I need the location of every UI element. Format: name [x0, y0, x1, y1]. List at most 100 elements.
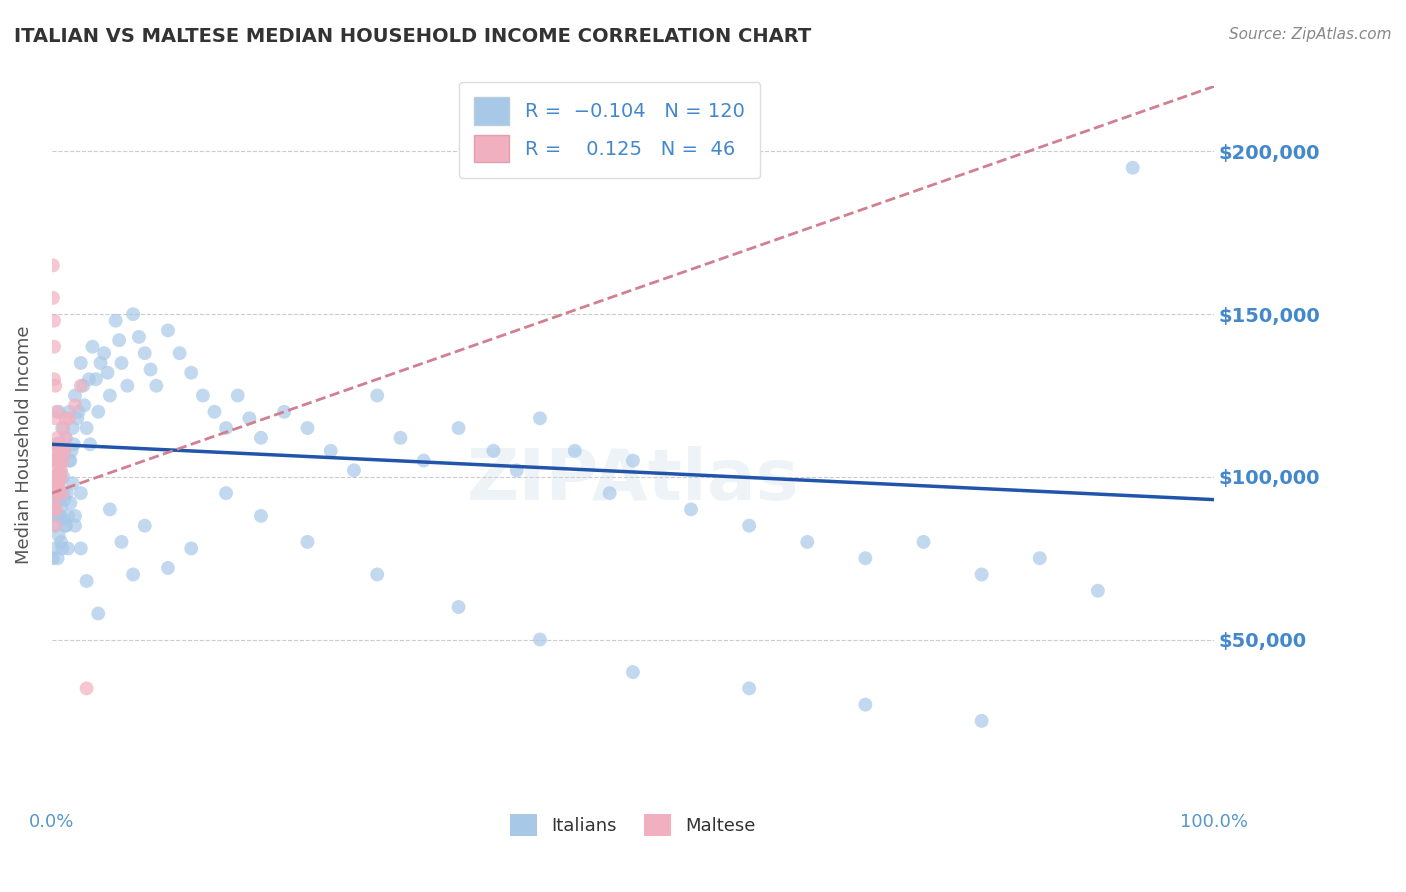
Point	[46, 551, 69, 566]
Point	[853, 698, 876, 712]
Point	[56, 541, 79, 556]
Point	[56, 508, 79, 523]
Point	[49, 508, 72, 523]
Point	[45, 405, 67, 419]
Point	[52, 443, 75, 458]
Point	[76, 574, 98, 588]
Point	[117, 378, 139, 392]
Point	[48, 476, 70, 491]
Point	[48, 443, 70, 458]
Point	[87, 607, 110, 621]
Point	[738, 681, 761, 696]
Point	[412, 453, 434, 467]
Point	[912, 535, 935, 549]
Point	[49, 463, 72, 477]
Point	[389, 431, 412, 445]
Point	[63, 398, 86, 412]
Point	[1029, 551, 1052, 566]
Point	[46, 437, 69, 451]
Point	[90, 356, 112, 370]
Point	[49, 470, 72, 484]
Point	[69, 541, 91, 556]
Point	[156, 323, 179, 337]
Point	[45, 508, 67, 523]
Point	[191, 388, 214, 402]
Point	[44, 518, 66, 533]
Point	[82, 340, 104, 354]
Point	[366, 567, 388, 582]
Point	[44, 470, 66, 484]
Point	[72, 378, 94, 392]
Point	[63, 518, 86, 533]
Point	[44, 378, 66, 392]
Point	[58, 405, 80, 419]
Point	[53, 443, 76, 458]
Point	[180, 541, 202, 556]
Point	[250, 431, 273, 445]
Point	[52, 421, 75, 435]
Point	[226, 388, 249, 402]
Point	[49, 443, 72, 458]
Point	[599, 486, 621, 500]
Point	[45, 496, 67, 510]
Point	[42, 453, 65, 467]
Point	[56, 486, 79, 500]
Point	[63, 508, 86, 523]
Point	[52, 470, 75, 484]
Text: Source: ZipAtlas.com: Source: ZipAtlas.com	[1229, 27, 1392, 42]
Point	[343, 463, 366, 477]
Point	[53, 492, 76, 507]
Point	[529, 632, 551, 647]
Point	[621, 453, 644, 467]
Point	[853, 551, 876, 566]
Point	[49, 499, 72, 513]
Point	[42, 518, 65, 533]
Point	[297, 535, 319, 549]
Point	[51, 453, 73, 467]
Point	[49, 486, 72, 500]
Point	[51, 486, 73, 500]
Point	[73, 398, 96, 412]
Point	[145, 378, 167, 392]
Point	[45, 496, 67, 510]
Point	[139, 362, 162, 376]
Point	[69, 356, 91, 370]
Point	[48, 528, 70, 542]
Point	[98, 388, 121, 402]
Point	[53, 443, 76, 458]
Text: ITALIAN VS MALTESE MEDIAN HOUSEHOLD INCOME CORRELATION CHART: ITALIAN VS MALTESE MEDIAN HOUSEHOLD INCO…	[14, 27, 811, 45]
Point	[447, 421, 470, 435]
Point	[76, 421, 98, 435]
Point	[104, 313, 127, 327]
Point	[108, 333, 131, 347]
Point	[621, 665, 644, 679]
Text: ZIPAtlas: ZIPAtlas	[467, 446, 799, 515]
Point	[84, 372, 107, 386]
Point	[69, 378, 91, 392]
Y-axis label: Median Household Income: Median Household Income	[15, 325, 32, 564]
Point	[49, 437, 72, 451]
Point	[49, 463, 72, 477]
Point	[204, 405, 226, 419]
Point	[505, 463, 527, 477]
Point	[46, 463, 69, 477]
Point	[59, 496, 82, 510]
Point	[122, 307, 145, 321]
Point	[87, 405, 110, 419]
Point	[42, 551, 65, 566]
Point	[44, 411, 66, 425]
Point	[42, 486, 65, 500]
Point	[529, 411, 551, 425]
Point	[44, 541, 66, 556]
Point	[156, 561, 179, 575]
Point	[44, 453, 66, 467]
Point	[51, 453, 73, 467]
Point	[128, 330, 150, 344]
Point	[970, 714, 993, 728]
Point	[48, 405, 70, 419]
Point	[42, 476, 65, 491]
Point	[63, 437, 86, 451]
Point	[46, 486, 69, 500]
Point	[297, 421, 319, 435]
Point	[1087, 583, 1109, 598]
